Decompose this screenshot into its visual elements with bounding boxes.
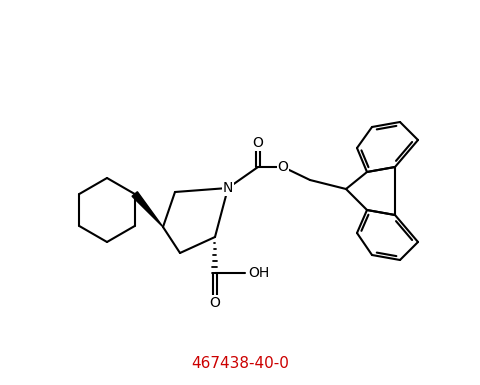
Text: N: N bbox=[222, 181, 233, 195]
Text: OH: OH bbox=[248, 266, 269, 280]
Text: O: O bbox=[252, 136, 263, 150]
Polygon shape bbox=[132, 192, 163, 227]
Text: O: O bbox=[209, 296, 220, 310]
Text: O: O bbox=[277, 160, 288, 174]
Text: 467438-40-0: 467438-40-0 bbox=[191, 355, 288, 370]
